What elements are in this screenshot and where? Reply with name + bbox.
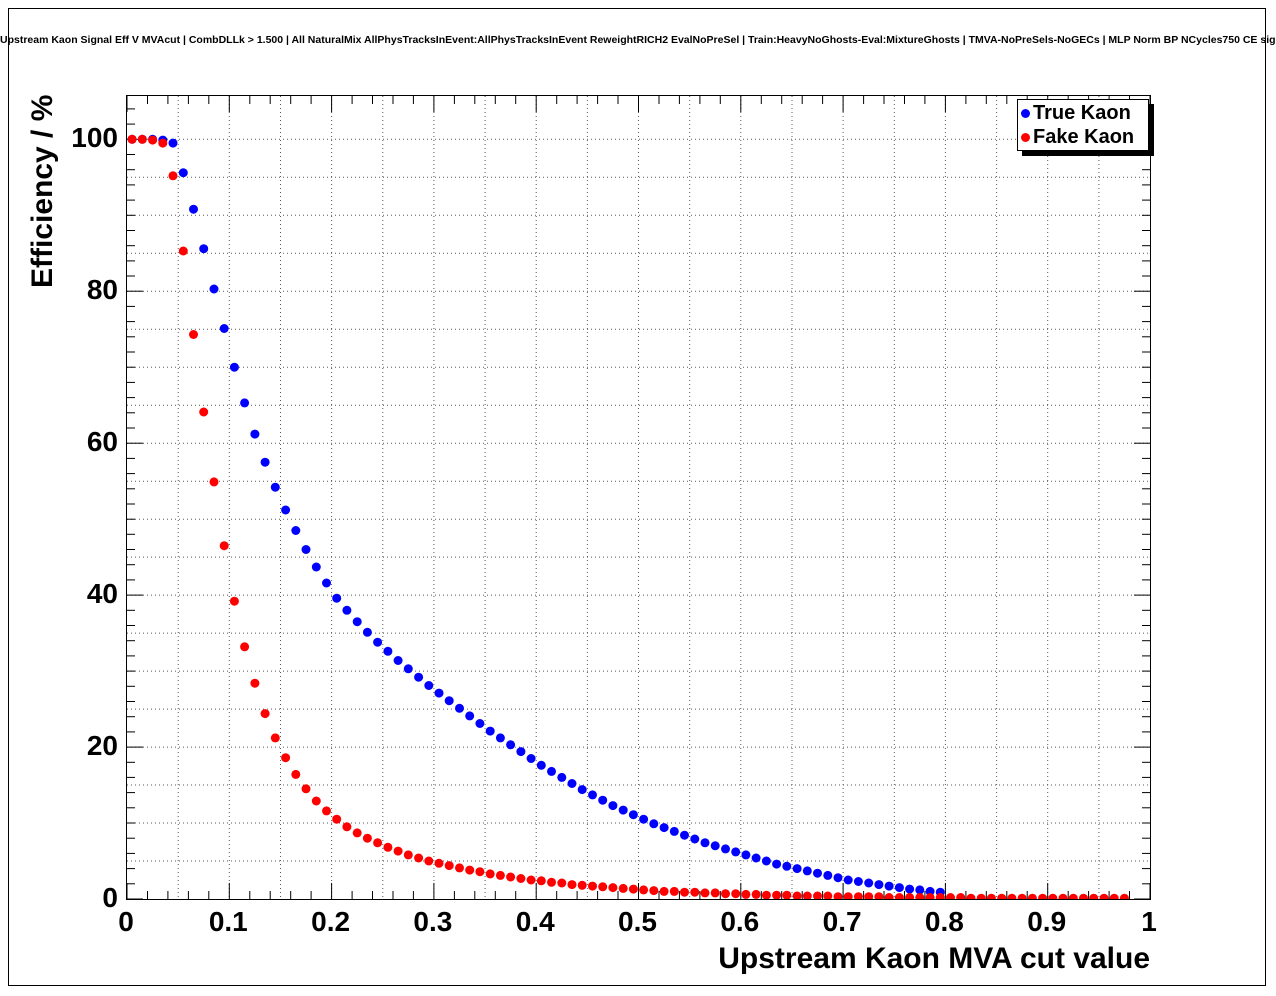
legend: True Kaon Fake Kaon — [1017, 99, 1149, 151]
x-tick-label: 0.1 — [208, 906, 248, 937]
y-tick-label: 60 — [86, 426, 118, 458]
x-tick-label: 0.3 — [413, 906, 453, 937]
legend-label-fake-kaon: Fake Kaon — [1033, 125, 1135, 148]
x-tick-label: 0.7 — [822, 906, 862, 937]
y-tick-label: 80 — [86, 274, 118, 306]
fake-kaon-marker-icon — [1021, 132, 1030, 142]
x-tick-label: 1 — [1141, 906, 1157, 937]
y-tick-label: 0 — [102, 882, 118, 913]
x-tick-label: 0.2 — [311, 906, 351, 937]
legend-entry-true-kaon: True Kaon — [1018, 101, 1148, 125]
y-axis-tick-labels: 0 20 40 60 80 100 — [0, 0, 124, 996]
true-kaon-marker-icon — [1021, 108, 1030, 118]
x-axis-title: Upstream Kaon MVA cut value — [718, 942, 1150, 975]
legend-entry-fake-kaon: Fake Kaon — [1018, 125, 1148, 149]
x-tick-label: 0.4 — [515, 906, 555, 937]
plot-title: Upstream Kaon Signal Eff V MVAcut | Comb… — [0, 34, 1276, 46]
y-tick-label: 20 — [86, 730, 118, 762]
x-tick-label: 0.5 — [618, 906, 657, 937]
x-axis-tick-labels: 0 0.1 0.2 0.3 0.4 0.5 0.6 0.7 0.8 0.9 1 — [0, 906, 1276, 944]
x-tick-label: 0.8 — [924, 906, 964, 937]
efficiency-scatter-plot — [127, 96, 1150, 899]
x-tick-label: 0.6 — [720, 906, 760, 937]
y-tick-label: 100 — [71, 122, 118, 154]
x-tick-label: 0.9 — [1027, 906, 1067, 937]
plot-frame: True Kaon Fake Kaon — [126, 95, 1151, 900]
y-tick-label: 40 — [86, 578, 118, 610]
legend-label-true-kaon: True Kaon — [1033, 101, 1131, 124]
x-tick-label: 0 — [118, 906, 134, 937]
